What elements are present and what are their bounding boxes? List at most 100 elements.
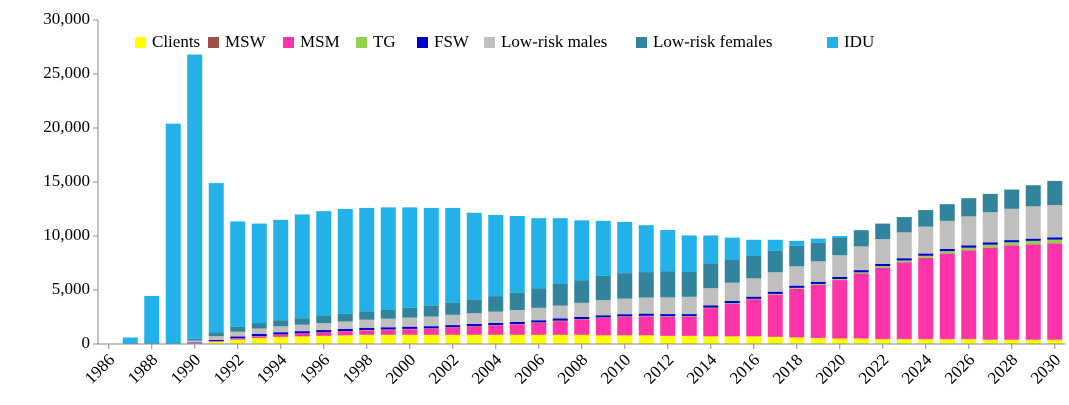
bar-segment xyxy=(638,225,654,273)
bar-segment xyxy=(552,305,568,319)
legend-swatch xyxy=(484,37,495,48)
x-tick-label: 1988 xyxy=(124,350,161,387)
bar-segment xyxy=(724,237,740,260)
bar-segment xyxy=(337,321,353,329)
x-tick-label: 2024 xyxy=(898,350,936,388)
bar-segment xyxy=(380,309,396,319)
bar-segment xyxy=(466,324,482,327)
bar-segment xyxy=(230,338,246,340)
bar-segment xyxy=(724,303,740,337)
bar-segment xyxy=(488,296,504,312)
bar-segment xyxy=(294,214,310,319)
bar-segment xyxy=(724,259,740,283)
bar-segment xyxy=(746,255,762,279)
bar-segment xyxy=(853,230,869,247)
legend-swatch xyxy=(356,37,367,48)
bar-segment xyxy=(552,321,568,335)
bar-segment xyxy=(187,342,203,344)
bar-segment xyxy=(402,307,418,318)
bar-segment xyxy=(1025,206,1041,239)
bar-segment xyxy=(1047,239,1063,244)
bar-segment xyxy=(853,273,869,339)
x-tick-label: 2006 xyxy=(511,350,548,387)
bar-segment xyxy=(832,255,848,277)
bar-segment xyxy=(531,320,547,323)
bar-segment xyxy=(445,325,461,328)
bar-segment xyxy=(617,273,633,299)
x-tick-label: 2002 xyxy=(425,350,462,387)
x-tick-label: 2022 xyxy=(855,350,892,387)
legend-label: Clients xyxy=(152,32,200,51)
bar-segment xyxy=(703,263,719,289)
bar-segment xyxy=(789,285,805,288)
bar-segment xyxy=(875,223,891,240)
bar-segment xyxy=(896,258,912,261)
bar-segment xyxy=(961,245,977,248)
bar-segment xyxy=(638,297,654,314)
legend-swatch xyxy=(135,37,146,48)
bar-segment xyxy=(1025,339,1041,344)
legend-swatch xyxy=(208,37,219,48)
bar-segment xyxy=(531,218,547,289)
bar-segment xyxy=(1004,242,1020,246)
bar-segment xyxy=(251,323,267,329)
x-tick-label: 2020 xyxy=(812,350,849,387)
bar-segment xyxy=(961,216,977,246)
bar-segment xyxy=(509,334,525,344)
bar-segment xyxy=(488,325,504,335)
bar-segment xyxy=(208,332,224,337)
bar-segment xyxy=(208,341,224,342)
bar-segment xyxy=(337,335,353,344)
bar-segment xyxy=(595,275,611,301)
bar-segment xyxy=(380,329,396,335)
bar-segment xyxy=(144,295,160,344)
bar-segment xyxy=(574,302,590,317)
bar-segment xyxy=(703,308,719,337)
bar-segment xyxy=(810,242,826,262)
bar-segment xyxy=(832,276,848,279)
x-tick-label: 1990 xyxy=(167,350,204,387)
legend-label: MSW xyxy=(225,32,267,51)
bar-segment xyxy=(660,316,676,317)
bar-segment xyxy=(961,198,977,217)
bar-segment xyxy=(896,262,912,339)
bar-segment xyxy=(982,212,998,243)
bar-segment xyxy=(230,336,246,339)
bar-segment xyxy=(509,292,525,310)
x-tick-label: 1986 xyxy=(81,350,118,387)
bar-segment xyxy=(273,336,289,344)
bar-segment xyxy=(402,334,418,344)
bar-segment xyxy=(810,281,826,284)
bar-segment xyxy=(316,211,332,317)
bar-segment xyxy=(316,316,332,324)
bar-segment xyxy=(574,316,590,320)
bar-segment xyxy=(445,207,461,303)
bar-segment xyxy=(660,230,676,272)
bar-segment xyxy=(273,326,289,333)
bar-segment xyxy=(746,336,762,344)
bar-segment xyxy=(208,336,224,340)
x-tick-label: 2028 xyxy=(984,350,1021,387)
bar-segment xyxy=(359,311,375,320)
bar-segment xyxy=(1047,205,1063,238)
bar-segment xyxy=(789,245,805,267)
bar-segment xyxy=(509,309,525,322)
bar-segment xyxy=(488,311,504,323)
bar-segment xyxy=(445,334,461,344)
bar-segment xyxy=(875,263,891,267)
bar-segment xyxy=(896,260,912,263)
bar-segment xyxy=(1004,339,1020,344)
bar-segment xyxy=(703,305,719,308)
bar-segment xyxy=(767,239,783,251)
bar-segment xyxy=(875,266,891,268)
bar-segment xyxy=(488,322,504,326)
bar-segment xyxy=(638,316,654,336)
bar-segment xyxy=(767,272,783,292)
bar-segment xyxy=(552,218,568,284)
bar-segment xyxy=(982,244,998,248)
bar-segment xyxy=(746,239,762,256)
bar-segment xyxy=(961,339,977,344)
bar-segment xyxy=(982,339,998,344)
bar-segment xyxy=(187,338,203,341)
